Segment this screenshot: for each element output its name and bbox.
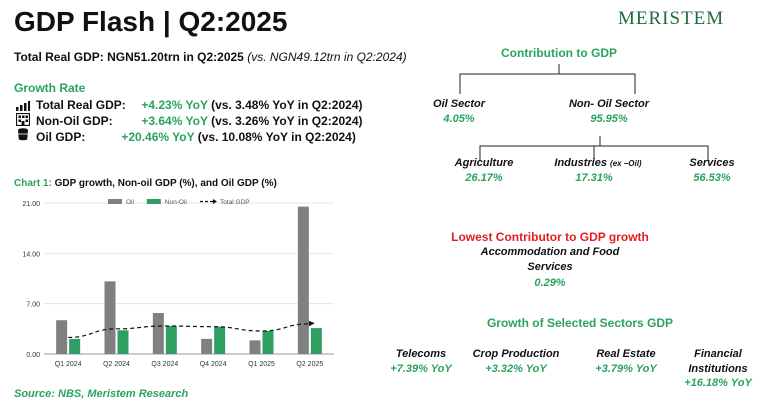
- growth-rate-heading: Growth Rate: [14, 81, 86, 95]
- services-label: Services: [689, 157, 735, 169]
- growth-value: +3.64% YoY: [141, 114, 208, 128]
- bar-oil: [297, 206, 309, 354]
- growth-row-total: Total Real GDP: +4.23% YoY (vs. 3.48% Yo…: [36, 98, 363, 112]
- growth-row-non-oil: Non-Oil GDP: +3.64% YoY (vs. 3.26% YoY i…: [36, 114, 363, 128]
- crop-production-value: +3.32% YoY: [485, 363, 547, 375]
- page-title: GDP Flash | Q2:2025: [14, 6, 288, 37]
- y-tick-label: 21.00: [22, 201, 40, 208]
- source-note: Source: NBS, Meristem Research: [14, 388, 189, 400]
- industries-value: 17.31%: [575, 172, 613, 184]
- bar-oil: [104, 281, 116, 354]
- y-tick-label: 0.00: [26, 352, 40, 359]
- services-value: 56.53%: [693, 172, 731, 184]
- total-gdp-summary: Total Real GDP: NGN51.20trn in Q2:2025 (…: [14, 50, 407, 64]
- growth-label: Total Real GDP:: [36, 98, 126, 112]
- x-tick-label: Q4 2024: [200, 361, 227, 368]
- legend-label: Total GDP: [220, 199, 250, 206]
- financial-institutions-value: +16.18% YoY: [684, 377, 752, 389]
- chart-title: Chart 1: GDP growth, Non-oil GDP (%), an…: [14, 178, 277, 189]
- bar-oil: [152, 313, 164, 354]
- bar-non-oil: [262, 330, 274, 354]
- x-tick-label: Q2 2025: [296, 361, 323, 368]
- bar-non-oil: [117, 330, 129, 354]
- non-oil-sector-label: Non- Oil Sector: [568, 98, 650, 110]
- chart-title-prefix: Chart 1:: [14, 178, 52, 189]
- x-tick-label: Q1 2024: [55, 361, 82, 368]
- growth-row-oil: Oil GDP: +20.46% YoY (vs. 10.08% YoY in …: [36, 130, 356, 144]
- real-estate-value: +3.79% YoY: [595, 363, 657, 375]
- legend-swatch-arrow: [213, 199, 217, 204]
- bar-oil: [249, 340, 261, 354]
- growth-comparison: (vs. 10.08% YoY in Q2:2024): [197, 130, 356, 144]
- telecoms-label: Telecoms: [395, 348, 447, 360]
- legend-label: Oil: [126, 199, 135, 206]
- bar-non-oil: [69, 338, 81, 354]
- oil-sector-value: 4.05%: [443, 113, 475, 125]
- legend-swatch: [108, 199, 122, 204]
- bar-non-oil: [165, 325, 177, 354]
- total-gdp-line: [68, 323, 310, 339]
- contribution-heading: Contribution to GDP: [501, 46, 617, 60]
- lowest-contributor-value: 0.29%: [534, 277, 566, 289]
- gdp-chart: 0.00 7.00 14.00 21.00 Q1 2024 Q2 2024 Q3 2024 Q…: [22, 199, 334, 368]
- industries-note: (ex –Oil): [610, 159, 642, 168]
- bar-chart-icon: [16, 101, 30, 111]
- growth-comparison: (vs. 3.26% YoY in Q2:2024): [211, 114, 363, 128]
- brand-logo: MERISTEM: [618, 8, 725, 29]
- oil-sector-label: Oil Sector: [433, 98, 485, 110]
- real-estate-label: Real Estate: [596, 348, 656, 360]
- bar-oil: [56, 320, 68, 354]
- non-oil-sector-value: 95.95%: [590, 113, 628, 125]
- growth-label: Non-Oil GDP:: [36, 114, 113, 128]
- financial-institutions-label: Financial: [694, 348, 742, 360]
- bar-non-oil: [310, 328, 322, 354]
- total-gdp-line-arrow: [308, 320, 315, 327]
- lowest-contributor-name-line2: Services: [527, 261, 573, 273]
- x-tick-label: Q1 2025: [248, 361, 275, 368]
- oil-barrel-icon: [18, 128, 28, 141]
- growth-comparison: (vs. 3.48% YoY in Q2:2024): [211, 98, 363, 112]
- agriculture-value: 26.17%: [465, 172, 503, 184]
- agriculture-label: Agriculture: [454, 157, 514, 169]
- y-tick-label: 14.00: [22, 251, 40, 258]
- total-gdp-comparison: (vs. NGN49.12trn in Q2:2024): [247, 50, 407, 64]
- building-icon: [16, 113, 30, 126]
- financial-institutions-label-line2: Institutions: [688, 363, 748, 375]
- lowest-contributor-heading: Lowest Contributor to GDP growth: [451, 230, 649, 244]
- bar-non-oil: [214, 326, 226, 354]
- growth-value: +20.46% YoY: [121, 130, 195, 144]
- x-tick-label: Q2 2024: [103, 361, 130, 368]
- growth-label: Oil GDP:: [36, 130, 86, 144]
- lowest-contributor-name: Accommodation and Food: [480, 246, 620, 258]
- contribution-tree-lines: [459, 64, 709, 161]
- selected-sectors-heading: Growth of Selected Sectors GDP: [486, 316, 674, 330]
- telecoms-value: +7.39% YoY: [390, 363, 452, 375]
- chart-title-text: GDP growth, Non-oil GDP (%), and Oil GDP…: [54, 178, 277, 189]
- industries-label: Industries (ex –Oil): [554, 157, 641, 169]
- legend-swatch: [146, 199, 161, 204]
- total-gdp-label: Total Real GDP: NGN51.20trn in Q2:2025: [14, 50, 244, 64]
- legend-label: Non-Oil: [165, 199, 188, 206]
- growth-value: +4.23% YoY: [141, 98, 208, 112]
- crop-production-label: Crop Production: [472, 348, 560, 360]
- y-tick-label: 7.00: [26, 302, 40, 309]
- bar-oil: [201, 338, 213, 354]
- industries-label-text: Industries: [554, 157, 607, 169]
- x-tick-label: Q3 2024: [151, 361, 178, 368]
